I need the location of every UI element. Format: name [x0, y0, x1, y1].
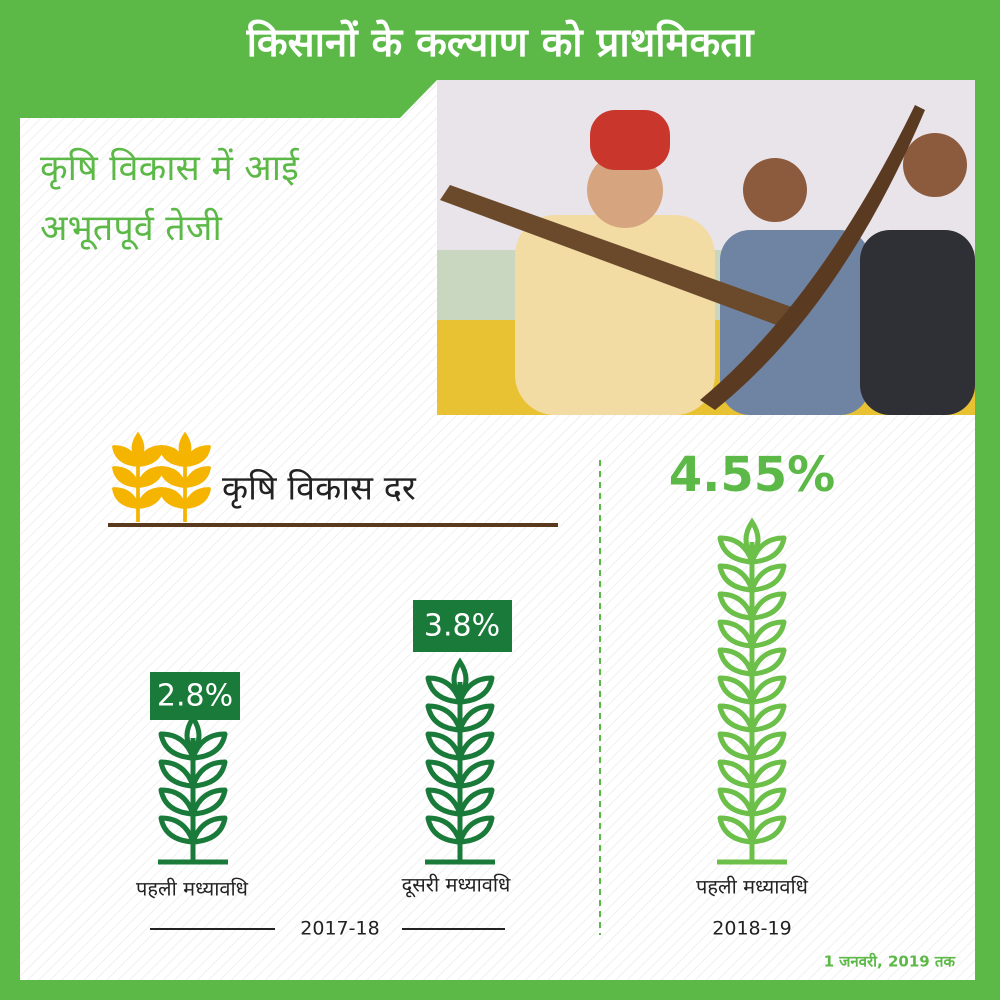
value-box — [413, 600, 512, 652]
plant-part — [451, 657, 469, 701]
plant-part — [425, 787, 463, 817]
plant-part — [743, 517, 761, 561]
plant-part — [425, 703, 463, 733]
plant-part — [717, 591, 755, 621]
plant-part — [190, 787, 228, 817]
plant-part — [717, 759, 755, 789]
plant-part — [158, 759, 196, 789]
value: 4.55% — [669, 447, 836, 503]
plant-part — [749, 759, 787, 789]
plant-part — [159, 466, 187, 488]
plant-part — [457, 731, 495, 761]
plant-part — [749, 619, 787, 649]
plant-part — [184, 713, 202, 757]
footnote: 1 जनवरी, 2019 तक — [824, 953, 957, 971]
plant-part — [183, 487, 211, 509]
plant-part — [749, 647, 787, 677]
plant-part — [190, 759, 228, 789]
plant-part — [717, 787, 755, 817]
plant-part — [457, 815, 495, 845]
plant-part — [190, 815, 228, 845]
plant-part — [717, 675, 755, 705]
plant-part — [717, 647, 755, 677]
subtitle: अभूतपूर्व तेजी — [40, 207, 222, 250]
plant-part — [158, 787, 196, 817]
photo — [437, 80, 975, 415]
plant-part — [717, 815, 755, 845]
plant-part — [112, 466, 140, 488]
plant-part — [749, 675, 787, 705]
plant-part — [457, 703, 495, 733]
section-title: कृषि विकास दर — [222, 469, 417, 510]
plant-part — [749, 563, 787, 593]
value: 3.8% — [424, 609, 500, 644]
label: पहली मध्यावधि — [136, 877, 249, 901]
plant-part — [717, 731, 755, 761]
plant-part — [717, 563, 755, 593]
label: दूसरी मध्यावधि — [402, 873, 511, 898]
wheat-icon — [112, 431, 211, 522]
value: 2.8% — [157, 679, 233, 714]
plant-part — [749, 703, 787, 733]
plant-part — [457, 787, 495, 817]
plant-part — [749, 815, 787, 845]
value-box — [150, 672, 240, 720]
plant-part — [457, 759, 495, 789]
plant-part — [425, 731, 463, 761]
plant-part — [112, 487, 140, 509]
plant-part — [425, 759, 463, 789]
plant-part — [131, 431, 145, 464]
plant-part — [159, 487, 187, 509]
plant-part — [749, 591, 787, 621]
plant-part — [717, 619, 755, 649]
year: 2018-19 — [712, 918, 791, 940]
year: 2017-18 — [300, 918, 379, 940]
plant-part — [749, 731, 787, 761]
plant-part — [717, 703, 755, 733]
plant-part — [158, 815, 196, 845]
plant-part — [183, 466, 211, 488]
plants — [158, 517, 787, 865]
title: किसानों के कल्याण को प्राथमिकता — [246, 19, 756, 66]
plant-part — [425, 815, 463, 845]
plant-part — [749, 787, 787, 817]
plant-part — [178, 431, 192, 464]
subtitle: कृषि विकास में आई — [40, 147, 300, 190]
label: पहली मध्यावधि — [696, 875, 809, 899]
